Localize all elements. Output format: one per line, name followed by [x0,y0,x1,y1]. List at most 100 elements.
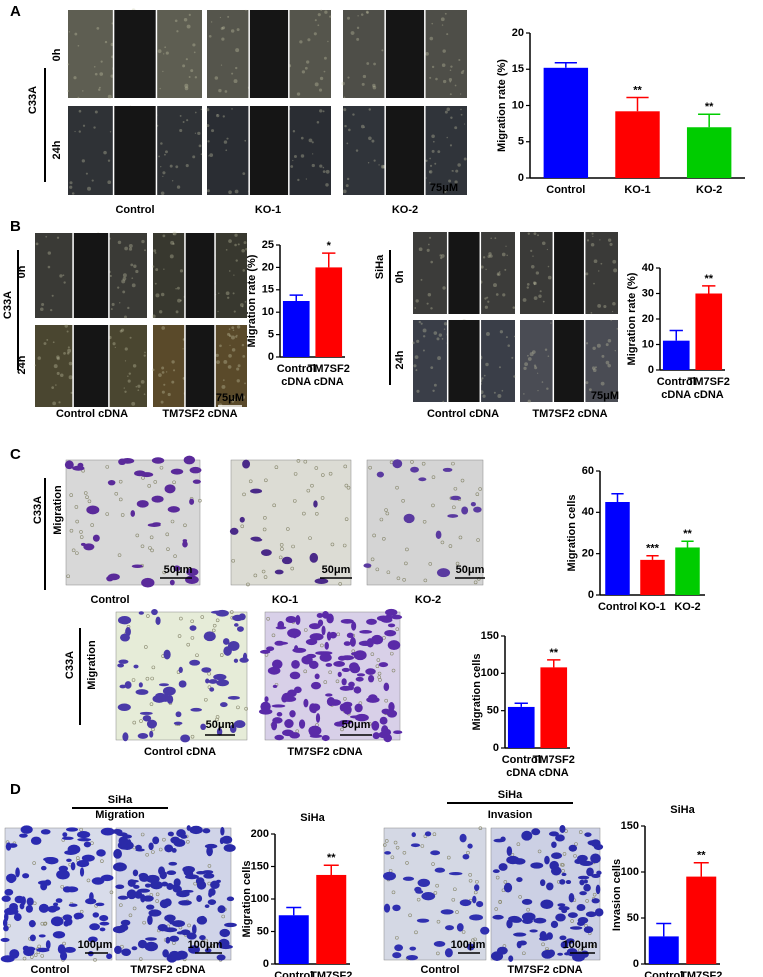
pore [476,538,480,542]
pore [578,830,583,834]
stained-cell [70,862,76,871]
cell-texture [85,172,88,175]
cell-texture [414,307,417,309]
cell-texture [493,391,496,394]
stained-cell [383,682,390,692]
cell-texture [63,281,66,284]
pore [367,722,372,726]
stained-cell [353,686,362,694]
x-tick-label: Control [546,184,585,196]
stained-cell [164,844,174,853]
cell-texture [433,331,438,335]
stained-cell [371,634,384,645]
cell-texture [319,76,324,81]
cell-texture [96,26,100,30]
stained-cell [378,662,389,668]
pore [140,832,145,837]
pore [296,459,301,463]
bar [315,267,343,357]
cell-texture [222,26,226,30]
cell-texture [231,348,236,352]
cell-texture [323,70,326,73]
y-tick-label: 20 [262,261,274,273]
cell-texture [300,136,304,140]
bar [282,301,310,357]
cell-texture [546,387,549,390]
stained-cell [43,857,58,862]
cell-texture [502,293,506,297]
stained-cell [133,884,140,889]
stained-cell [229,527,239,535]
stained-cell [349,637,356,647]
cell-texture [550,322,552,324]
cell-texture [119,302,121,304]
cell-texture [325,183,329,187]
cell-texture [64,324,68,328]
cell-texture [600,262,603,265]
stained-cell [461,506,469,515]
stained-cell [206,846,213,857]
pore [286,527,290,531]
pore [303,669,308,674]
pore [368,465,372,470]
cell-texture [497,273,500,276]
cell-texture [498,366,501,369]
cell-texture [112,342,116,346]
error-bar [656,922,672,937]
pore [395,485,399,490]
significance: * [327,240,332,252]
cell-texture [179,128,183,133]
stained-cell [138,682,143,688]
y-tick-label: 10 [512,99,524,111]
pore [22,956,27,961]
stained-cell [385,614,393,622]
cell-texture [242,172,246,176]
cell-texture [137,389,140,392]
cell-texture [371,139,375,143]
pore [263,575,268,579]
stained-cell [579,879,585,886]
pore [561,869,565,873]
bar [278,915,309,964]
cell-texture [161,366,165,370]
stained-cell [232,614,244,622]
stained-cell [226,896,235,902]
pore [190,619,194,624]
stained-cell [392,952,402,959]
stained-cell [169,954,183,961]
cell-texture [82,124,86,127]
cell-texture [228,270,231,272]
cell-texture [241,343,245,347]
stained-cell [29,934,36,942]
pore [120,944,124,949]
x-tick-label: Control [644,970,683,977]
micrograph [65,459,201,586]
stained-cell [158,866,166,876]
pore [468,873,472,877]
stained-cell [239,516,245,523]
cell-texture [597,304,602,308]
cell-texture [176,185,181,189]
pore [195,653,199,658]
cell-texture [200,153,203,155]
stained-cell [173,721,183,725]
cell-texture [449,93,452,96]
pore [328,670,332,675]
stained-cell [135,848,145,852]
stained-cell [152,836,160,845]
pore [153,480,158,484]
cell-texture [230,335,235,340]
stained-cell [186,932,197,940]
error-bar [514,702,528,707]
pore [321,473,325,477]
cell-texture [366,62,370,65]
stained-cell [183,455,196,465]
stained-cell [192,479,201,484]
cell-texture [245,9,247,11]
figure-label: TM7SF2 cDNA [287,746,362,758]
cell-texture [131,277,134,279]
cell-texture [245,248,248,251]
cell-texture [293,155,297,159]
cell-texture [244,382,246,385]
stained-cell [544,855,550,865]
